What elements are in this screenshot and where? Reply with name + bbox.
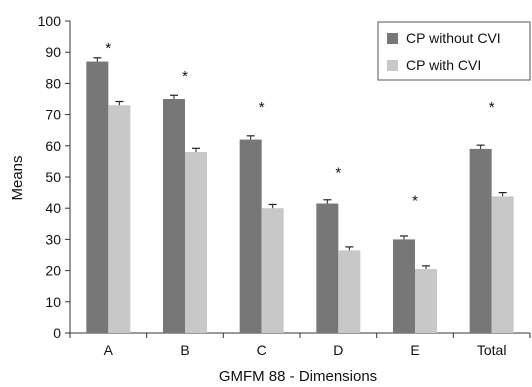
x-tick-label: B: [180, 342, 189, 358]
y-tick-label: 50: [45, 169, 61, 185]
significance-star: *: [105, 40, 111, 57]
legend-label-cp-without-cvi: CP without CVI: [406, 30, 501, 46]
bar: [338, 250, 361, 333]
y-tick-label: 70: [45, 107, 61, 123]
significance-star: *: [335, 165, 341, 182]
legend: CP without CVI CP with CVI: [377, 21, 531, 81]
y-tick-label: 40: [45, 200, 61, 216]
bar: [393, 239, 415, 333]
x-tick-label: Total: [477, 342, 507, 358]
bars: [86, 57, 514, 334]
y-tick-label: 80: [45, 75, 61, 91]
x-tick-label: E: [410, 342, 419, 358]
bar: [491, 196, 514, 333]
x-tick-label: A: [104, 342, 114, 358]
legend-label-cp-with-cvi: CP with CVI: [406, 57, 481, 73]
bar: [415, 269, 437, 333]
y-tick-label: 90: [45, 44, 61, 60]
bar: [469, 148, 492, 333]
y-axis: 0 10 20 30 40 50 60 70 80 90 100: [38, 13, 71, 341]
y-axis-title: Means: [9, 155, 26, 200]
significance-star: *: [182, 68, 188, 85]
bar: [316, 203, 339, 333]
x-axis: A B C D E Total: [69, 332, 531, 358]
bar: [261, 208, 284, 333]
significance-star: *: [489, 99, 495, 116]
bar: [163, 99, 185, 333]
bar: [239, 139, 262, 333]
y-tick-label: 30: [45, 231, 61, 247]
legend-swatch-cp-without-cvi: [387, 33, 398, 44]
y-tick-label: 10: [45, 294, 61, 310]
significance-star: *: [412, 193, 418, 210]
y-tick-label: 20: [45, 263, 61, 279]
bar: [86, 61, 109, 334]
y-tick-label: 100: [38, 13, 62, 29]
significance-markers: * * * * * *: [105, 40, 494, 210]
y-tick-label: 60: [45, 138, 61, 154]
bar: [108, 105, 131, 334]
significance-star: *: [259, 99, 265, 116]
bar: [185, 152, 207, 333]
y-tick-label: 0: [53, 325, 61, 341]
x-axis-title: GMFM 88 - Dimensions: [219, 368, 377, 385]
x-tick-label: C: [257, 342, 267, 358]
x-tick-label: D: [333, 342, 343, 358]
legend-box: [377, 21, 531, 81]
legend-swatch-cp-with-cvi: [387, 60, 398, 71]
